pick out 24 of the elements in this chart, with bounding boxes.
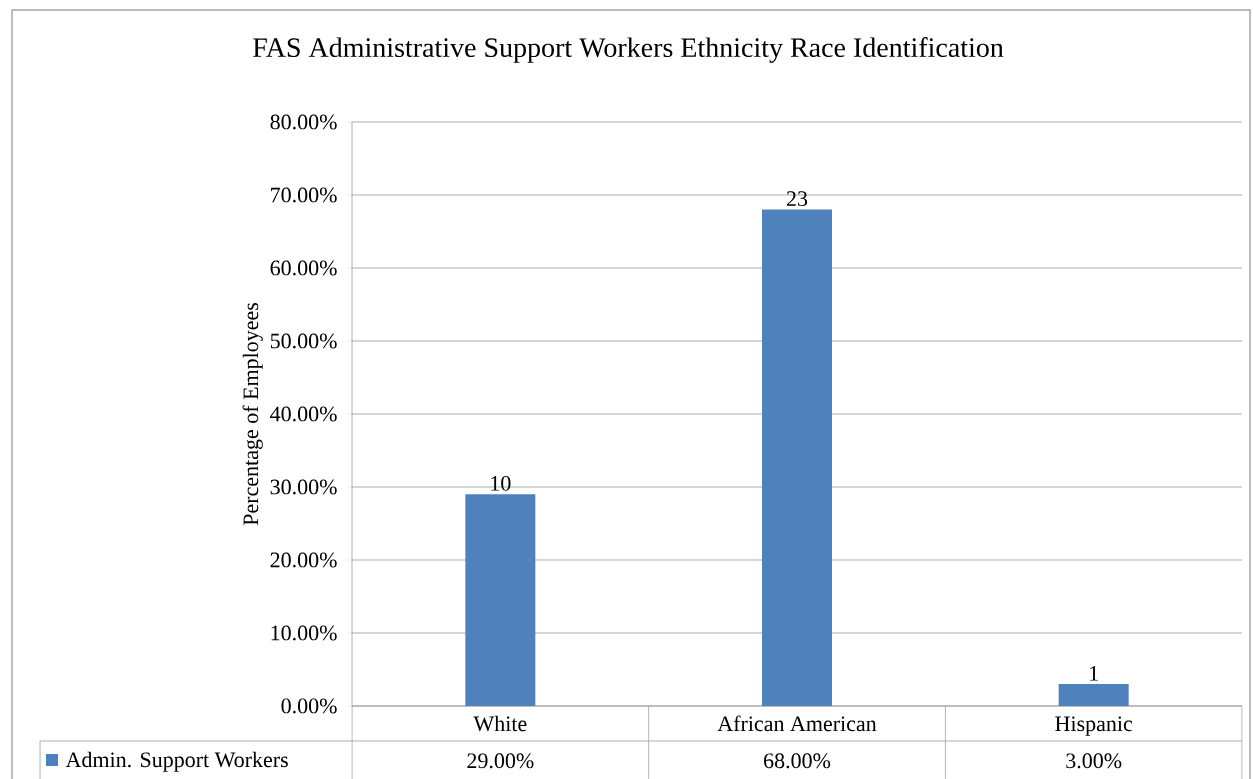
annotation: 23 (786, 191, 808, 207)
bar (762, 209, 832, 706)
x-tick-label: African American (717, 715, 877, 732)
y-tick-label: 30.00% (270, 479, 337, 495)
text: 29.00% (467, 753, 534, 769)
bar (465, 494, 536, 706)
bar (1058, 684, 1129, 706)
legend-label: Admin. Support Workers (65, 751, 288, 772)
annotation: 1 (1090, 666, 1098, 681)
y-tick-label: 50.00% (270, 333, 337, 349)
y-tick-label: 20.00% (270, 552, 337, 568)
chart-title: FAS Administrative Support Workers Ethnicity Race Identification (253, 37, 1004, 63)
y-tick-label: 40.00% (270, 406, 337, 422)
annotation: 10 (491, 475, 511, 491)
y-tick-label: 10.00% (271, 625, 337, 641)
y-tick-label: 70.00% (271, 187, 337, 203)
text: 68.00% (764, 753, 831, 769)
y-tick-label: 60.00% (270, 260, 337, 276)
y-axis-title: Percentage of Employees (242, 302, 263, 526)
x-tick-label: Hispanic (1055, 716, 1133, 736)
x-tick-label: White (473, 715, 527, 732)
y-tick-label: 80.00% (270, 114, 337, 130)
y-tick-label: 0.00% (281, 698, 337, 714)
text: 3.00% (1066, 753, 1122, 769)
